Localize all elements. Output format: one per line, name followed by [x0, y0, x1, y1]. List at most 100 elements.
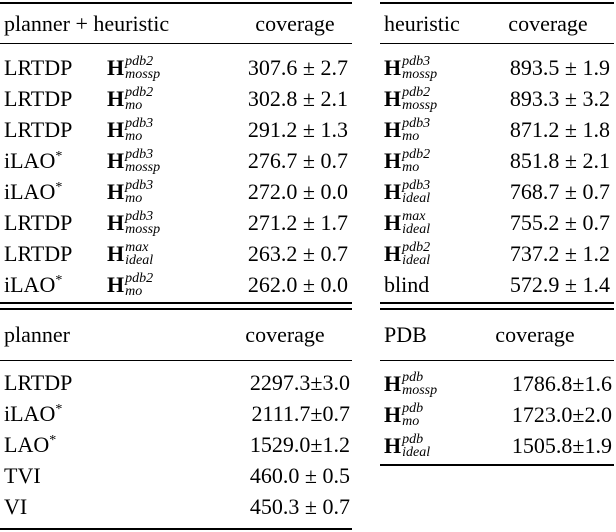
heuristic-base: H — [107, 117, 125, 142]
rule — [0, 43, 352, 44]
heuristic-subscript: ideal — [402, 191, 431, 206]
planner-name: iLAO* — [4, 272, 62, 298]
heuristic-subscript: mo — [402, 414, 420, 429]
heuristic-superscript: max — [125, 240, 149, 255]
coverage-value: 2111.7±0.7 — [251, 401, 350, 426]
heuristic-scripts: pdb2 mo — [402, 148, 430, 175]
heuristic-subscript: mossp — [125, 222, 161, 237]
heuristic-base: H — [107, 241, 125, 266]
rule — [380, 43, 614, 44]
coverage-value: 1529.0±1.2 — [249, 432, 350, 457]
coverage-value: 291.2 ± 1.3 — [247, 117, 348, 142]
heuristic-superscript: max — [402, 209, 426, 224]
coverage-value: 262.0 ± 0.0 — [247, 272, 348, 297]
coverage-value: 450.3 ± 0.7 — [249, 494, 350, 519]
heuristic-base: H — [107, 179, 125, 204]
rule — [0, 302, 352, 304]
heuristic-base: H — [384, 86, 402, 111]
coverage-value: 755.2 ± 0.7 — [509, 210, 610, 235]
heuristic-base: H — [384, 241, 402, 266]
column-header: planner + heuristic — [4, 10, 170, 36]
heuristic-subscript: ideal — [125, 253, 154, 268]
planner-name: LRTDP — [4, 86, 72, 112]
heuristic-base: H — [107, 86, 125, 111]
heuristic-scripts: pdb ideal — [402, 433, 430, 460]
planner-name: LRTDP — [4, 210, 72, 236]
column-header: coverage — [245, 322, 325, 347]
heuristic-subscript: mo — [125, 98, 143, 113]
heuristic-superscript: pdb2 — [402, 85, 431, 100]
heuristic-scripts: pdb3 mossp — [125, 210, 161, 237]
planner-name: iLAO* — [4, 401, 62, 427]
heuristic-base: H — [384, 433, 402, 458]
heuristic-superscript: pdb2 — [125, 54, 154, 69]
planner-text: LRTDP — [4, 55, 73, 80]
heuristic-scripts: pdb2 mossp — [125, 54, 161, 82]
planner-name: iLAO* — [4, 148, 62, 174]
planner-text: VI — [4, 494, 28, 519]
planner-text: LRTDP — [4, 210, 73, 235]
planner-text: iLAO — [4, 272, 56, 297]
heuristic-superscript: pdb3 — [125, 116, 154, 131]
heuristic-scripts: pdb3 mo — [125, 179, 153, 206]
heuristic-base: blind — [384, 272, 430, 297]
heuristic-subscript: mo — [402, 129, 420, 144]
planner-text: iLAO — [4, 401, 56, 426]
heuristic-subscript: mossp — [125, 67, 161, 82]
coverage-value: 276.7 ± 0.7 — [247, 148, 348, 173]
heuristic-symbol: blind — [384, 272, 429, 298]
rule — [0, 308, 352, 310]
rule — [0, 360, 352, 361]
planner-text: LRTDP — [4, 117, 73, 142]
heuristic-superscript: pdb — [402, 401, 424, 416]
rule — [0, 528, 352, 530]
planner-name: VI — [4, 494, 27, 520]
heuristic-subscript: ideal — [402, 253, 431, 268]
planner-name: LRTDP — [4, 370, 72, 396]
planner-name: iLAO* — [4, 179, 62, 205]
coverage-value: 768.7 ± 0.7 — [509, 179, 610, 204]
planner-text: LRTDP — [4, 370, 73, 395]
planner-name: LRTDP — [4, 55, 72, 81]
heuristic-scripts: pdb2 mossp — [402, 85, 438, 113]
rule — [380, 302, 614, 304]
planner-text: TVI — [4, 463, 41, 488]
coverage-value: 1786.8±1.6 — [511, 371, 612, 396]
heuristic-subscript: mossp — [402, 98, 438, 113]
heuristic-superscript: pdb3 — [402, 54, 431, 69]
coverage-value: 737.2 ± 1.2 — [509, 241, 610, 266]
planner-name: LRTDP — [4, 117, 72, 143]
rule — [380, 2, 614, 4]
heuristic-subscript: ideal — [402, 222, 431, 237]
planner-text: LAO — [4, 432, 50, 457]
heuristic-scripts: max ideal — [125, 240, 154, 268]
coverage-value: 1723.0±2.0 — [511, 402, 612, 427]
coverage-value: 263.2 ± 0.7 — [247, 241, 348, 266]
heuristic-base: H — [384, 402, 402, 427]
heuristic-scripts: pdb mossp — [402, 370, 437, 398]
planner-superscript: * — [55, 180, 63, 195]
heuristic-superscript: pdb — [402, 370, 424, 385]
heuristic-scripts: pdb3 mo — [125, 116, 154, 144]
heuristic-scripts: pdb3 mo — [402, 117, 430, 144]
heuristic-subscript: mo — [125, 284, 143, 299]
heuristic-base: H — [384, 148, 402, 173]
column-header: PDB — [384, 322, 427, 347]
